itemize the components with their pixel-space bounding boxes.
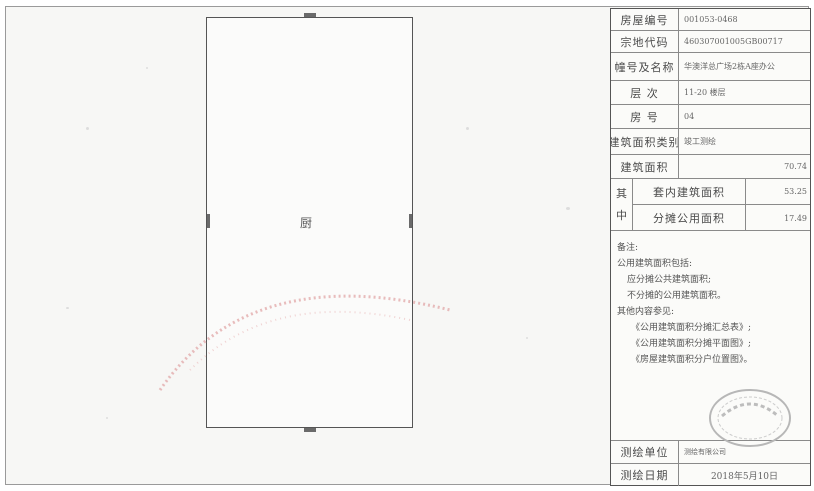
footer-row: 测绘单位 测绘有限公司 (611, 440, 810, 464)
field-value: 11-20 楼层 (684, 88, 726, 97)
field-row: 宗地代码 460307001005GB00717 (611, 31, 810, 53)
notes-title: 备注: (617, 243, 639, 253)
dimension-tick-left (207, 214, 210, 228)
field-value: 04 (684, 112, 695, 121)
footer-value: 2018年5月10日 (710, 471, 779, 482)
notes-block: 备注: 公用建筑面积包括: 应分摊公共建筑面积; 不分摊的公用建筑面积。 其他内… (617, 240, 753, 368)
sub-head-char: 其 (616, 186, 627, 200)
field-label: 建筑面积 (611, 155, 679, 178)
field-label: 建筑面积类别 (611, 129, 679, 154)
red-stamp-arc (158, 294, 451, 391)
field-row: 建筑面积类别 竣工测绘 (611, 129, 810, 155)
scan-speck (66, 307, 69, 309)
sub-area-block: 其 中 套内建筑面积 53.25 分摊公用面积 17.49 (611, 179, 810, 231)
notes-line: 其他内容参见: (617, 307, 675, 317)
footer-row: 测绘日期 2018年5月10日 (611, 464, 810, 486)
sub-row: 分摊公用面积 17.49 (633, 205, 810, 231)
scan-speck (146, 67, 148, 69)
notes-line: 《公用建筑面积分摊汇总表》; (631, 323, 752, 333)
dimension-tick-right (409, 214, 412, 228)
footer-value: 测绘有限公司 (684, 448, 726, 456)
info-panel: 房屋编号 001053-0468 宗地代码 460307001005GB0071… (610, 8, 811, 486)
notes-line: 不分摊的公用建筑面积。 (627, 291, 727, 301)
scan-speck (526, 337, 528, 339)
floor-plan-outline (206, 17, 413, 428)
field-value: 竣工测绘 (684, 137, 716, 146)
company-seal (709, 389, 791, 447)
field-value: 460307001005GB00717 (684, 37, 783, 46)
scan-speck (566, 207, 570, 210)
sub-row: 套内建筑面积 53.25 (633, 179, 810, 205)
footer-label: 测绘日期 (611, 464, 679, 486)
notes-line: 公用建筑面积包括: (617, 259, 693, 269)
dimension-tick-bottom (304, 428, 316, 432)
field-label: 房屋编号 (611, 9, 679, 30)
field-value: 70.74 (784, 162, 807, 171)
field-row: 房 号 04 (611, 105, 810, 129)
field-row: 房屋编号 001053-0468 (611, 9, 810, 31)
field-label: 宗地代码 (611, 31, 679, 52)
dimension-tick-top (304, 13, 316, 17)
scan-speck (466, 127, 469, 130)
field-row: 层 次 11-20 楼层 (611, 81, 810, 105)
scan-speck (106, 417, 108, 419)
field-label: 层 次 (611, 81, 679, 104)
sub-row-label: 套内建筑面积 (633, 179, 746, 204)
room-label: 厨 (300, 216, 312, 230)
field-value: 001053-0468 (684, 15, 738, 24)
notes-line: 《公用建筑面积分摊平面图》; (631, 339, 752, 349)
field-row: 幢号及名称 华澳洋总广场2栋A座办公 (611, 53, 810, 81)
field-row: 建筑面积 70.74 (611, 155, 810, 179)
field-value: 华澳洋总广场2栋A座办公 (684, 61, 775, 71)
field-label: 房 号 (611, 105, 679, 128)
sub-row-label: 分摊公用面积 (633, 205, 746, 231)
notes-line: 《房屋建筑面积分户位置图》。 (631, 355, 753, 365)
field-label: 幢号及名称 (611, 53, 679, 80)
sub-head-char: 中 (616, 208, 627, 222)
sub-row-value: 53.25 (784, 187, 807, 196)
footer-label: 测绘单位 (611, 441, 679, 463)
scan-speck (86, 127, 89, 130)
sub-row-value: 17.49 (784, 213, 807, 223)
sub-area-head: 其 中 (611, 179, 633, 230)
notes-line: 应分摊公共建筑面积; (627, 275, 712, 285)
